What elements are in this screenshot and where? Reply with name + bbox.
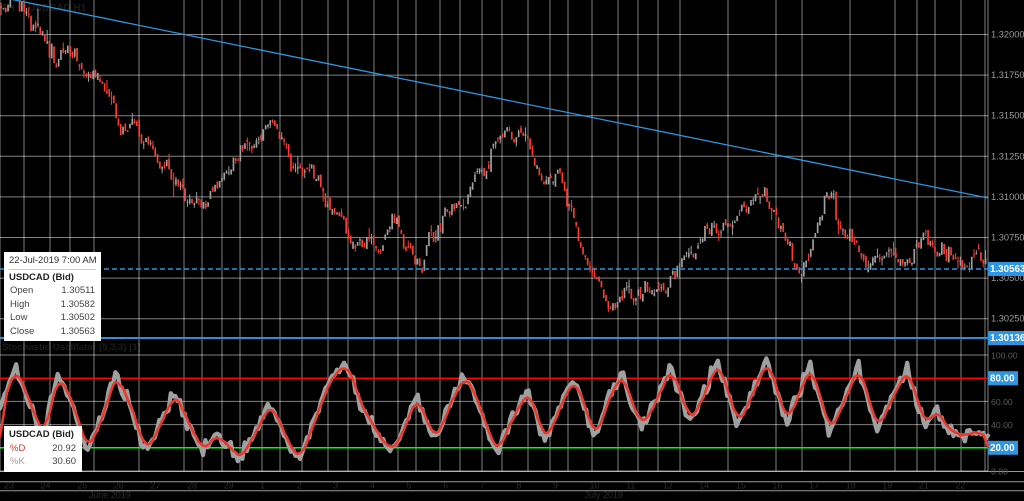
svg-text:June 2019: June 2019: [89, 490, 131, 500]
svg-text:1.31250: 1.31250: [991, 151, 1024, 161]
svg-text:27: 27: [150, 481, 160, 491]
svg-text:1.31750: 1.31750: [991, 70, 1024, 80]
svg-text:1.31000: 1.31000: [991, 192, 1024, 202]
svg-text:1.32000: 1.32000: [991, 30, 1024, 40]
svg-text:15: 15: [736, 481, 746, 491]
svg-text:28: 28: [187, 481, 197, 491]
svg-text:18: 18: [846, 481, 856, 491]
svg-text:100.00: 100.00: [991, 351, 1018, 361]
svg-text:80.00: 80.00: [990, 374, 1015, 385]
svg-text:1.30136: 1.30136: [990, 333, 1024, 344]
svg-text:19: 19: [882, 481, 892, 491]
svg-text:10: 10: [590, 481, 600, 491]
svg-text:20.00: 20.00: [990, 443, 1015, 454]
svg-text:2: 2: [297, 481, 302, 491]
svg-text:1.30750: 1.30750: [991, 233, 1024, 243]
svg-text:16: 16: [772, 481, 782, 491]
svg-text:11: 11: [626, 481, 635, 491]
svg-text:6: 6: [443, 481, 448, 491]
svg-text:8: 8: [516, 481, 521, 491]
svg-text:26: 26: [114, 481, 124, 491]
svg-text:Stochastic Oscillator (5,3,3): Stochastic Oscillator (5,3,3) [1]: [2, 342, 141, 353]
svg-text:22: 22: [955, 481, 965, 491]
svg-text:23: 23: [4, 481, 14, 491]
svg-text:60.00: 60.00: [991, 397, 1013, 407]
svg-text:25: 25: [77, 481, 87, 491]
svg-text:1.30250: 1.30250: [991, 314, 1024, 324]
svg-text:July 2019: July 2019: [585, 490, 624, 500]
svg-text:14: 14: [699, 481, 709, 491]
svg-text:1.30563: 1.30563: [990, 264, 1024, 275]
svg-text:21: 21: [919, 481, 929, 491]
svg-text:1.31500: 1.31500: [991, 111, 1024, 121]
svg-text:12: 12: [663, 481, 673, 491]
svg-text:24: 24: [41, 481, 51, 491]
svg-text:40.00: 40.00: [991, 420, 1013, 430]
svg-text:3: 3: [333, 481, 338, 491]
svg-text:17: 17: [809, 481, 819, 491]
svg-text:5: 5: [407, 481, 412, 491]
svg-text:4: 4: [370, 481, 375, 491]
svg-text:29: 29: [224, 481, 234, 491]
svg-text:9: 9: [553, 481, 558, 491]
svg-text:1: 1: [260, 481, 265, 491]
svg-text:0.00: 0.00: [991, 467, 1008, 477]
svg-text:7: 7: [480, 481, 485, 491]
